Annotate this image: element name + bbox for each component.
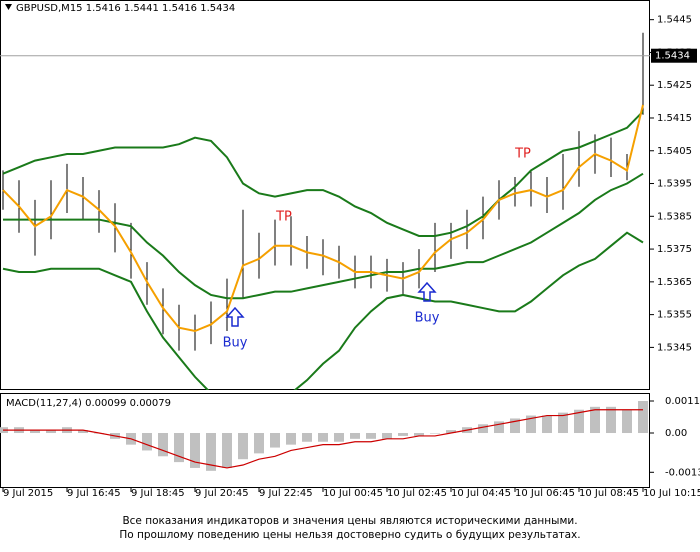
histogram-bar — [334, 433, 344, 442]
histogram-bar — [414, 433, 424, 436]
x-tick-label: 10 Jul 04:45 — [451, 488, 511, 499]
x-tick-label: 10 Jul 08:45 — [579, 488, 639, 499]
main-panel — [0, 0, 650, 390]
y-tick-label: 1.5415 — [657, 113, 692, 124]
x-tick-label: 10 Jul 10:15 — [643, 488, 700, 499]
y-tick-label: 1.5375 — [657, 244, 692, 255]
histogram-bar — [366, 433, 376, 439]
y-tick-label: 1.5365 — [657, 277, 692, 288]
x-tick-label: 10 Jul 02:45 — [387, 488, 447, 499]
y-tick-label: 1.5445 — [657, 15, 692, 26]
histogram-bar — [398, 433, 408, 436]
y-tick-label: 0.00 — [665, 428, 687, 439]
indicator-line — [2, 110, 644, 237]
histogram-bar — [430, 433, 440, 434]
histogram-bar — [478, 424, 488, 434]
symbol-marker — [5, 4, 12, 10]
histogram-bar — [30, 430, 40, 434]
indicator-line — [2, 231, 644, 390]
x-tick-label: 9 Jul 2015 — [3, 488, 53, 499]
buy-arrow — [225, 306, 245, 327]
histogram-bar — [382, 433, 392, 439]
x-tick-label: 9 Jul 22:45 — [259, 488, 313, 499]
x-tick-label: 9 Jul 18:45 — [131, 488, 185, 499]
x-tick-label: 9 Jul 16:45 — [67, 488, 121, 499]
x-tick-label: 10 Jul 00:45 — [323, 488, 383, 499]
annotation: TP — [514, 147, 531, 162]
x-tick-label: 9 Jul 20:45 — [195, 488, 249, 499]
annotation: Buy — [223, 336, 248, 351]
y-tick-label: 1.5395 — [657, 179, 692, 190]
y-tick-label: -0.00135 — [665, 467, 700, 478]
footer-line: По прошлому поведению цены нельзя достов… — [119, 529, 580, 541]
histogram-bar — [494, 421, 504, 434]
histogram-bar — [606, 406, 616, 434]
histogram-bar — [558, 412, 568, 434]
histogram-bar — [526, 415, 536, 434]
histogram-bar — [238, 433, 248, 460]
signal-line — [3, 409, 643, 469]
y-tick-label: 1.5385 — [657, 211, 692, 222]
histogram-bar — [158, 433, 168, 457]
y-tick-label: 0.0011 — [665, 396, 700, 407]
histogram-bar — [174, 433, 184, 463]
histogram-bar — [46, 430, 56, 434]
current-price-label: 1.5434 — [655, 51, 690, 62]
histogram-bar — [270, 433, 280, 448]
histogram-bar — [254, 433, 264, 454]
current-price-box — [651, 48, 697, 63]
annotation: Buy — [415, 311, 440, 326]
histogram-bar — [190, 433, 200, 468]
histogram-bar — [286, 433, 296, 445]
histogram-bar — [222, 433, 232, 468]
macd-title: MACD(11,27,4) 0.00099 0.00079 — [6, 398, 171, 409]
histogram-bar — [542, 415, 552, 434]
histogram-bar — [638, 401, 648, 434]
buy-arrow — [417, 281, 437, 302]
histogram-bar — [206, 433, 216, 471]
histogram-bar — [622, 409, 632, 434]
y-tick-label: 1.5425 — [657, 80, 692, 91]
y-tick-label: 1.5405 — [657, 146, 692, 157]
histogram-bar — [302, 433, 312, 442]
footer-line: Все показания индикаторов и значения цен… — [122, 515, 577, 527]
histogram-bar — [78, 430, 88, 434]
y-tick-label: 1.5345 — [657, 342, 692, 353]
histogram-bar — [590, 406, 600, 434]
y-tick-label: 1.5355 — [657, 310, 692, 321]
indicator-line — [2, 104, 644, 333]
histogram-bar — [446, 430, 456, 434]
x-tick-label: 10 Jul 06:45 — [515, 488, 575, 499]
histogram-bar — [350, 433, 360, 439]
annotation: TP — [275, 210, 292, 225]
chart-title: GBPUSD,M15 1.5416 1.5441 1.5416 1.5434 — [16, 3, 235, 14]
macd-panel — [0, 393, 650, 488]
histogram-bar — [318, 433, 328, 442]
histogram-bar — [142, 433, 152, 451]
histogram-bar — [510, 418, 520, 434]
histogram-bar — [574, 409, 584, 434]
